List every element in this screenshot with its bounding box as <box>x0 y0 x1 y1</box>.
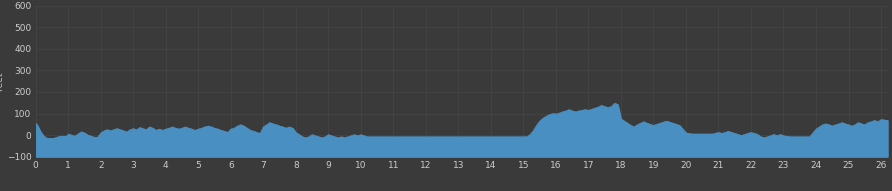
Y-axis label: Feet: Feet <box>0 71 4 91</box>
